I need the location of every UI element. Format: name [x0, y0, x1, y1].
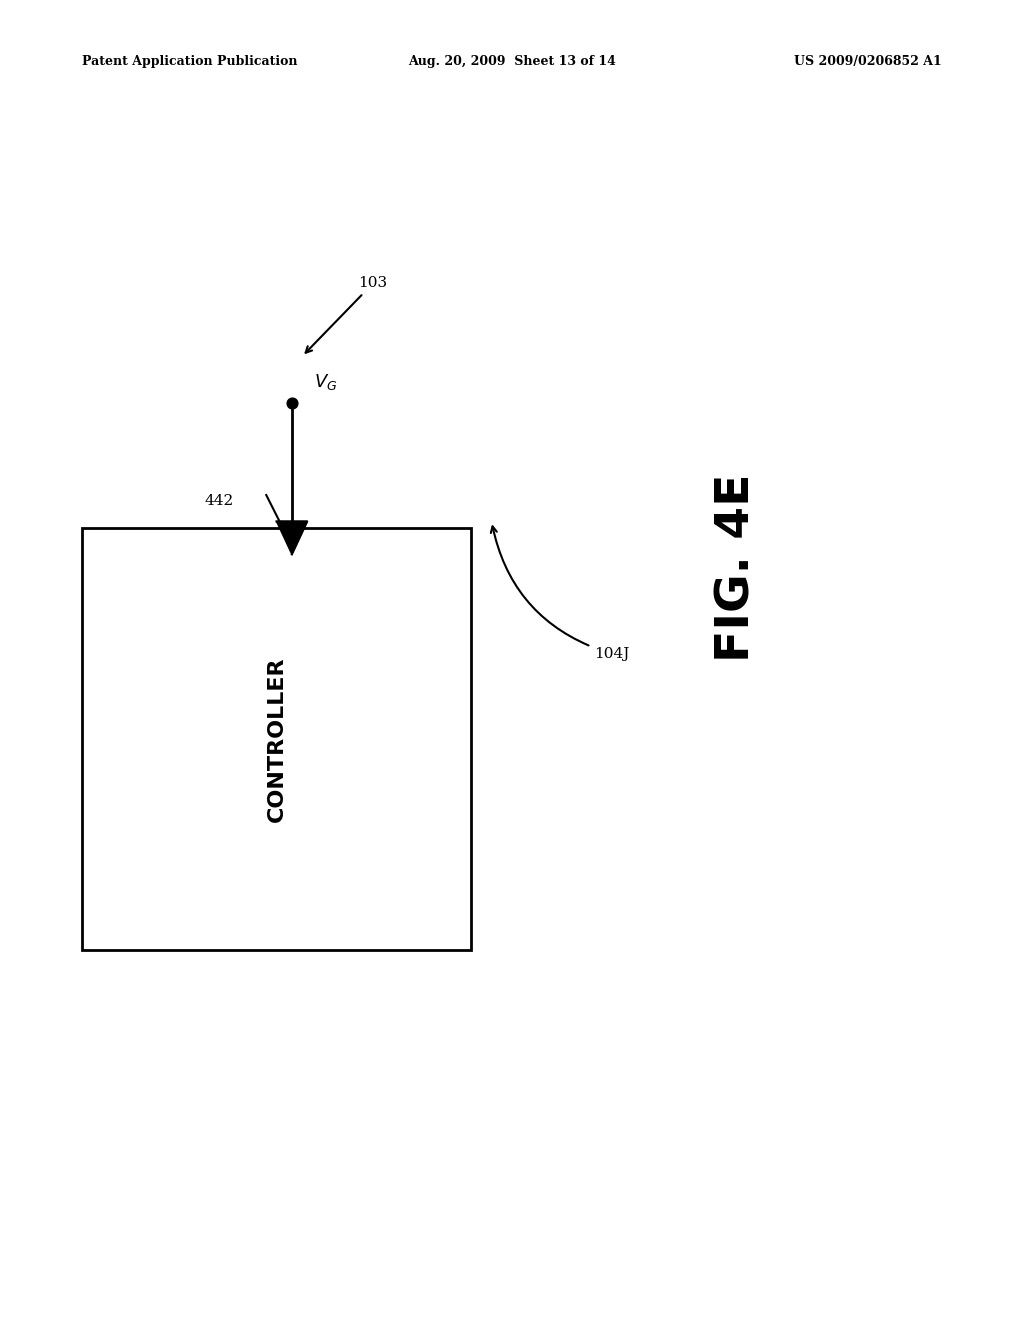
Polygon shape	[276, 521, 307, 554]
Text: CONTROLLER: CONTROLLER	[266, 656, 287, 822]
Point	[284, 392, 300, 413]
Text: $V_G$: $V_G$	[314, 372, 338, 392]
Text: FIG. 4E: FIG. 4E	[715, 474, 760, 661]
Text: 442: 442	[205, 494, 234, 508]
FancyBboxPatch shape	[82, 528, 471, 950]
Text: 103: 103	[305, 276, 387, 352]
Text: Patent Application Publication: Patent Application Publication	[82, 55, 297, 69]
Text: US 2009/0206852 A1: US 2009/0206852 A1	[795, 55, 942, 69]
Text: Aug. 20, 2009  Sheet 13 of 14: Aug. 20, 2009 Sheet 13 of 14	[408, 55, 616, 69]
Text: 104J: 104J	[490, 527, 630, 661]
